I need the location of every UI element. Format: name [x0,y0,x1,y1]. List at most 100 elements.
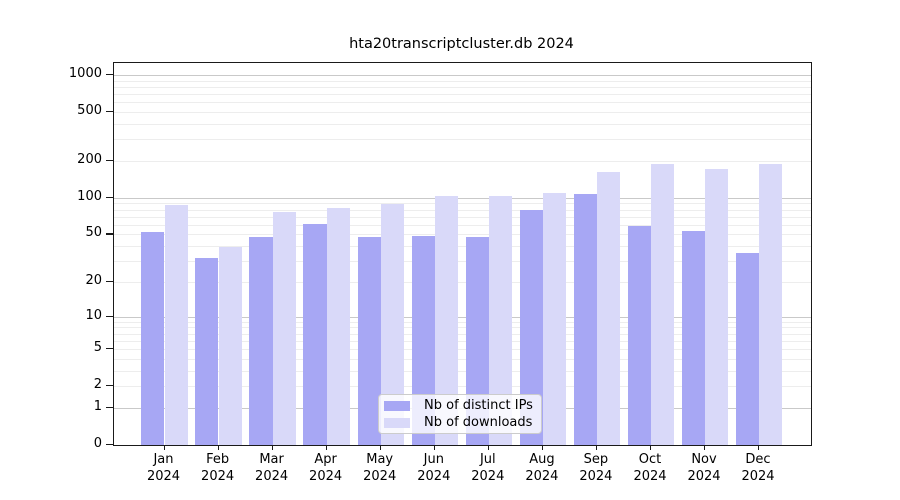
x-axis-tick-label: Mar 2024 [255,452,289,484]
y-axis-tick [106,196,113,198]
x-axis-tick [704,445,706,450]
bar-downloads-nov [705,169,729,445]
bar-downloads-dec [759,164,783,445]
y-axis-tick [106,406,113,409]
bar-distinct-ips-aug [519,209,543,445]
gridline-minor [114,327,811,329]
bar-downloads-aug [542,193,566,445]
x-axis-tick [217,445,219,450]
bar-distinct-ips-jun [411,235,435,445]
bar-downloads-oct [651,164,675,445]
gridline-minor [114,261,811,263]
y-axis-tick-label: 0 [93,436,102,451]
legend: Nb of distinct IPs Nb of downloads [378,394,542,434]
gridline-minor [114,209,811,211]
x-axis-tick [379,445,381,450]
y-axis-tick-label: 10 [85,307,102,323]
gridline-minor [114,340,811,342]
y-axis-tick-label: 500 [77,103,102,119]
gridline-minor [114,349,811,350]
x-axis-tick-label: Jun 2024 [417,452,451,484]
gridline-minor [114,203,811,205]
x-axis-tick-label: Jul 2024 [471,452,505,484]
x-axis-tick [433,445,435,450]
gridline-minor [114,112,811,114]
y-axis-tick-label: 20 [85,272,102,288]
x-axis-tick-label: Oct 2024 [633,452,667,484]
x-axis-tick [541,445,544,450]
gridline-minor [114,139,811,141]
gridline-minor [114,124,811,125]
bar-downloads-sep [596,171,621,445]
x-axis-tick-label: Nov 2024 [687,452,721,484]
x-axis-tick [595,445,598,450]
gridline-minor [114,86,811,88]
y-axis-tick [106,315,113,317]
bar-distinct-ips-dec [735,253,759,445]
gridline-minor [114,102,811,104]
bar-downloads-feb [218,247,242,445]
bar-distinct-ips-nov [681,231,705,445]
x-axis-tick [271,445,273,450]
bar-downloads-may [380,204,404,445]
bar-downloads-jun [434,195,458,445]
legend-label-distinct-ips: Nb of distinct IPs [424,398,533,413]
x-axis-tick-label: Feb 2024 [201,452,235,484]
gridline-minor [114,370,811,372]
gridline-minor [114,161,811,162]
x-axis-tick [758,445,760,450]
gridline-minor [114,333,811,335]
bar-downloads-mar [272,211,296,445]
gridline-minor [114,234,811,236]
bar-distinct-ips-may [357,236,381,445]
gridline-major [114,316,811,318]
x-axis-tick-label: Aug 2024 [525,452,559,484]
y-axis-tick [106,233,113,235]
gridline-minor [114,216,811,218]
bar-distinct-ips-mar [249,236,273,445]
x-axis-tick [325,445,327,450]
gridline-major [114,197,811,199]
legend-swatch-distinct-ips [384,400,410,411]
x-axis-tick-label: Apr 2024 [309,452,343,484]
y-axis-tick [106,160,113,162]
bar-downloads-jan [164,205,188,445]
bar-distinct-ips-feb [195,257,219,445]
bar-downloads-jul [488,195,512,445]
gridline-minor [114,94,811,96]
plot-area [113,62,812,446]
gridline-minor [114,246,811,248]
legend-swatch-downloads [384,417,410,428]
bar-distinct-ips-jan [141,232,165,445]
gridline-minor [114,321,811,323]
gridline-minor [114,386,811,388]
y-axis-tick-label: 1000 [68,66,102,81]
y-axis-tick [106,74,113,76]
x-axis-tick-label: Sep 2024 [579,452,613,484]
legend-label-downloads: Nb of downloads [424,415,533,430]
y-axis-tick-label: 1 [93,398,102,414]
gridline-major [114,75,811,76]
gridline-minor [114,224,811,226]
y-axis-tick [106,280,113,283]
chart-title: hta20transcriptcluster.db 2024 [349,36,574,52]
bar-downloads-apr [326,208,350,445]
x-axis-tick-label: May 2024 [363,452,397,484]
x-axis-tick [487,445,489,450]
y-axis-tick-label: 2 [93,377,102,393]
x-axis-tick-label: Dec 2024 [741,452,775,484]
x-axis-tick-label: Jan 2024 [146,452,181,484]
gridline-minor [114,281,811,283]
bar-distinct-ips-apr [303,224,327,445]
bar-distinct-ips-sep [573,194,597,445]
gridline-minor [114,358,811,360]
y-axis-tick-label: 5 [93,340,102,355]
y-axis-tick-label: 200 [77,152,102,167]
y-axis-tick [106,385,113,387]
bar-distinct-ips-oct [627,225,651,445]
x-axis-tick [650,445,652,450]
gridline-minor [114,80,811,82]
y-axis-tick-label: 100 [77,188,102,204]
legend-row-downloads: Nb of downloads [379,414,541,431]
